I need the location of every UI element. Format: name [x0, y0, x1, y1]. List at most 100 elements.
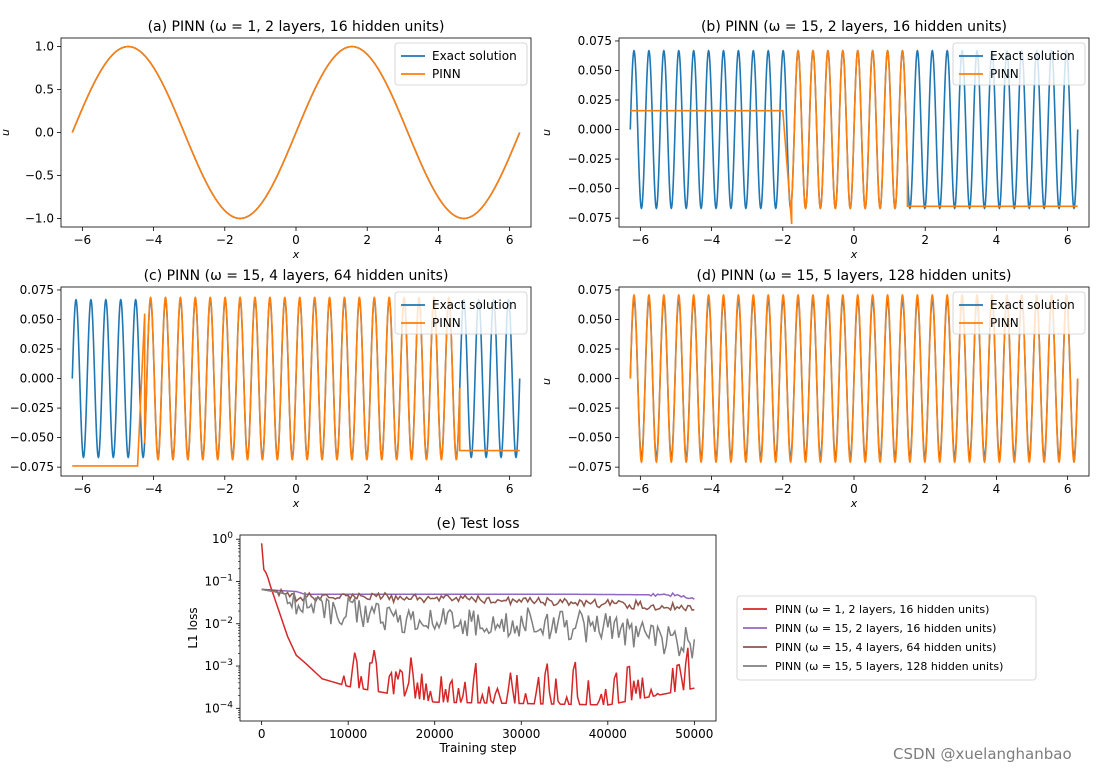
- y-axis-label: u: [540, 378, 553, 385]
- legend-label: PINN (ω = 1, 2 layers, 16 hidden units): [775, 603, 989, 616]
- legend-label: Exact solution: [432, 298, 517, 312]
- x-axis-label: x: [850, 497, 858, 510]
- y-tick-label: −0.075: [10, 460, 54, 474]
- x-tick-label: 2: [363, 482, 371, 496]
- chart-title: (c) PINN (ω = 15, 4 layers, 64 hidden un…: [144, 268, 449, 284]
- chart-title: (d) PINN (ω = 15, 5 layers, 128 hidden u…: [697, 268, 1012, 284]
- y-axis-label: u: [540, 129, 553, 136]
- y-tick-label: 10−1: [204, 574, 233, 589]
- x-tick-label: −2: [216, 233, 234, 247]
- x-tick-label: 0: [258, 727, 266, 741]
- y-tick-label: 0.000: [578, 123, 612, 137]
- legend: Exact solution PINN: [394, 291, 528, 335]
- x-tick-label: 0: [850, 233, 858, 247]
- x-tick-label: 2: [363, 233, 371, 247]
- x-tick-label: 20000: [416, 727, 454, 741]
- series-pinn: [630, 49, 1078, 225]
- y-axis-label: L1 loss: [186, 607, 200, 648]
- y-tick-label: 0.050: [578, 63, 612, 77]
- legend-box: [394, 42, 528, 86]
- legend-label: PINN (ω = 15, 2 layers, 16 hidden units): [775, 622, 996, 635]
- legend: PINN (ω = 1, 2 layers, 16 hidden units) P…: [736, 595, 1037, 681]
- legend-label: Exact solution: [990, 49, 1075, 63]
- series-pinn: [71, 45, 521, 220]
- chart-b: (b) PINN (ω = 15, 2 layers, 16 hidden un…: [540, 19, 1090, 261]
- y-tick-base: 10: [204, 659, 219, 673]
- legend-label: PINN (ω = 15, 4 layers, 64 hidden units): [775, 641, 996, 654]
- y-tick-exponent: −1: [220, 574, 233, 584]
- y-tick-label: −0.025: [10, 401, 54, 415]
- loss-series-2: [261, 588, 695, 600]
- y-tick-label: 0.025: [578, 342, 612, 356]
- y-tick-label: 0.000: [578, 372, 612, 386]
- legend-label: PINN: [990, 316, 1019, 330]
- x-tick-label: −4: [145, 233, 163, 247]
- y-tick-base: 10: [204, 617, 219, 631]
- y-tick-label: 0.050: [20, 312, 54, 326]
- x-tick-label: 6: [1064, 482, 1072, 496]
- legend-box: [952, 291, 1086, 335]
- y-tick-label: 0.050: [578, 312, 612, 326]
- chart-title: (e) Test loss: [436, 516, 519, 532]
- y-tick-label: 0.075: [20, 283, 54, 297]
- chart-c: (c) PINN (ω = 15, 4 layers, 64 hidden un…: [10, 268, 532, 510]
- x-tick-label: −4: [703, 482, 721, 496]
- y-tick-label: −0.075: [568, 211, 612, 225]
- legend-label: PINN: [990, 67, 1019, 81]
- y-tick-label: 0.000: [20, 372, 54, 386]
- x-tick-label: 6: [1064, 233, 1072, 247]
- x-tick-label: 30000: [502, 727, 540, 741]
- x-tick-label: −6: [632, 482, 650, 496]
- x-tick-label: 2: [921, 233, 929, 247]
- loss-series-1: [260, 543, 695, 706]
- x-axis-label: x: [850, 248, 858, 261]
- chart-a: (a) PINN (ω = 1, 2 layers, 16 hidden uni…: [0, 19, 532, 261]
- x-axis-label: x: [292, 497, 300, 510]
- y-tick-label: 10−2: [204, 616, 233, 631]
- legend: Exact solution PINN: [952, 291, 1086, 335]
- chart-e: (e) Test loss 0 10000 20000 30000 40000 50000 1…: [186, 516, 1037, 755]
- y-tick-label: −0.075: [568, 460, 612, 474]
- x-tick-label: −6: [74, 233, 92, 247]
- y-tick-label: −0.050: [568, 182, 612, 196]
- y-tick-exponent: −3: [220, 658, 233, 668]
- x-tick-label: 6: [506, 482, 514, 496]
- x-tick-label: 40000: [589, 727, 627, 741]
- legend-label: Exact solution: [990, 298, 1075, 312]
- y-tick-label: 100: [212, 531, 233, 546]
- y-tick-label: 1.0: [35, 40, 54, 54]
- x-axis-label: x: [292, 248, 300, 261]
- y-tick-base: 10: [204, 575, 219, 589]
- legend-label: Exact solution: [432, 49, 517, 63]
- legend: Exact solution PINN: [394, 42, 528, 86]
- x-tick-label: 4: [993, 233, 1001, 247]
- x-tick-label: −4: [703, 233, 721, 247]
- x-tick-label: 2: [921, 482, 929, 496]
- chart-title: (b) PINN (ω = 15, 2 layers, 16 hidden un…: [701, 19, 1007, 35]
- loss-series-4: [261, 588, 696, 659]
- x-tick-label: 4: [993, 482, 1001, 496]
- y-tick-label: 0.075: [578, 34, 612, 48]
- legend: Exact solution PINN: [952, 42, 1086, 86]
- y-tick-exponent: −2: [220, 616, 233, 626]
- y-tick-base: 10: [204, 701, 219, 715]
- x-tick-label: 0: [850, 482, 858, 496]
- series-pinn: [72, 296, 520, 467]
- legend-box: [736, 595, 1037, 681]
- watermark: CSDN @xuelanghanbao: [893, 745, 1072, 763]
- y-tick-label: 0.075: [578, 283, 612, 297]
- y-tick-label: −0.050: [568, 431, 612, 445]
- x-tick-label: 4: [435, 233, 443, 247]
- y-tick-label: 10−4: [204, 700, 233, 715]
- x-tick-label: −4: [145, 482, 163, 496]
- x-tick-label: −2: [774, 233, 792, 247]
- y-tick-exponent: −4: [220, 700, 234, 710]
- chart-d: (d) PINN (ω = 15, 5 layers, 128 hidden u…: [540, 268, 1090, 510]
- legend-box: [394, 291, 528, 335]
- x-axis-label: Training step: [438, 741, 516, 755]
- x-tick-label: −2: [216, 482, 234, 496]
- x-tick-label: 4: [435, 482, 443, 496]
- x-tick-label: −6: [74, 482, 92, 496]
